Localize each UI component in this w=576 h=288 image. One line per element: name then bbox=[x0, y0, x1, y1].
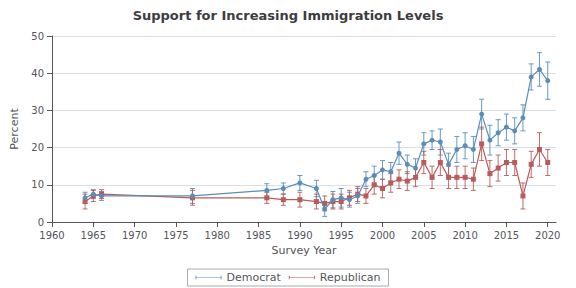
svg-text:1980: 1980 bbox=[205, 230, 230, 241]
svg-text:1965: 1965 bbox=[81, 230, 106, 241]
svg-text:10: 10 bbox=[31, 179, 44, 190]
svg-text:1960: 1960 bbox=[39, 230, 64, 241]
svg-text:1995: 1995 bbox=[328, 230, 353, 241]
svg-text:Support for Increasing Immigra: Support for Increasing Immigration Level… bbox=[133, 8, 444, 23]
svg-text:2020: 2020 bbox=[535, 230, 560, 241]
svg-text:Percent: Percent bbox=[8, 108, 21, 150]
svg-text:Democrat: Democrat bbox=[226, 271, 281, 284]
svg-text:30: 30 bbox=[31, 105, 44, 116]
svg-text:50: 50 bbox=[31, 31, 44, 42]
svg-text:Republican: Republican bbox=[320, 271, 381, 284]
svg-text:1975: 1975 bbox=[163, 230, 188, 241]
svg-text:2000: 2000 bbox=[370, 230, 395, 241]
svg-text:2015: 2015 bbox=[494, 230, 519, 241]
svg-text:20: 20 bbox=[31, 142, 44, 153]
svg-text:Survey Year: Survey Year bbox=[271, 244, 337, 257]
svg-text:1970: 1970 bbox=[122, 230, 147, 241]
svg-text:1985: 1985 bbox=[246, 230, 271, 241]
svg-text:1990: 1990 bbox=[287, 230, 312, 241]
svg-text:2010: 2010 bbox=[452, 230, 477, 241]
svg-text:2005: 2005 bbox=[411, 230, 436, 241]
svg-text:40: 40 bbox=[31, 68, 44, 79]
svg-text:0: 0 bbox=[38, 217, 44, 228]
